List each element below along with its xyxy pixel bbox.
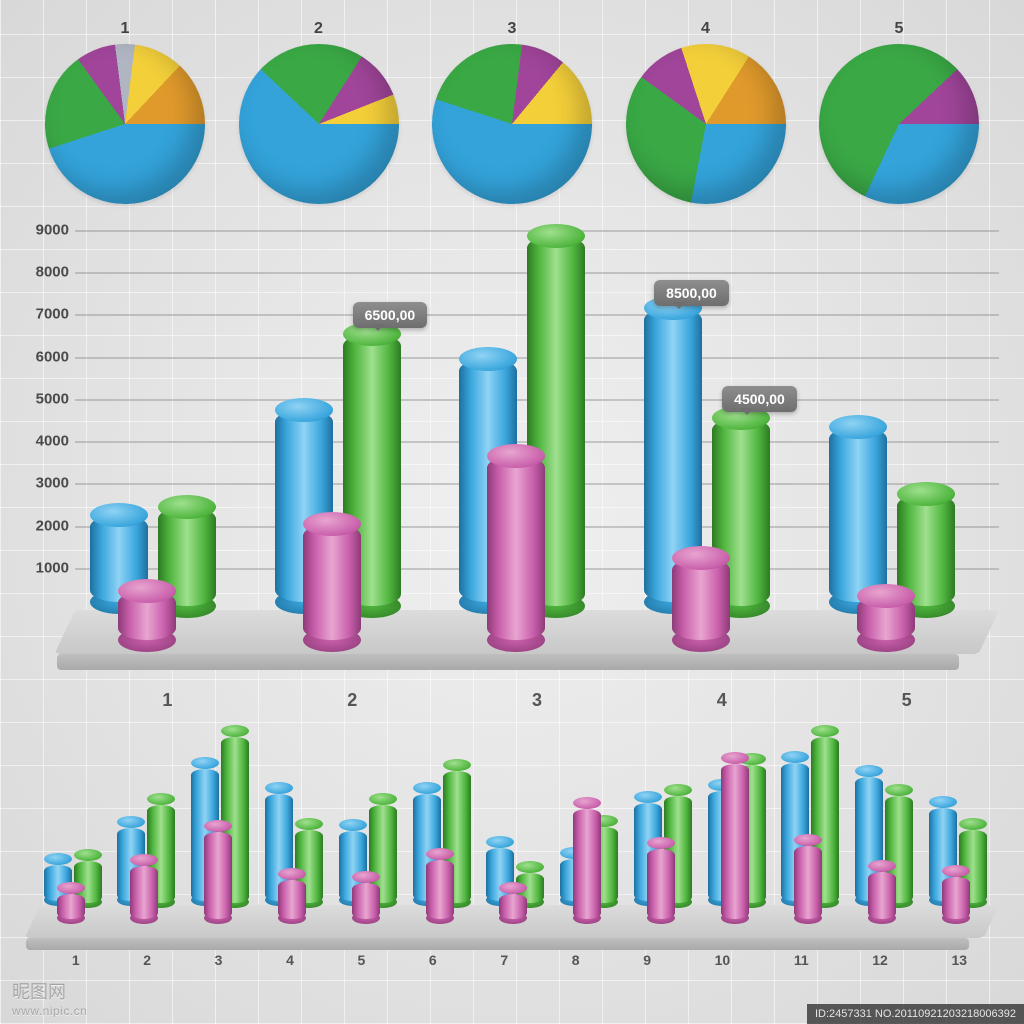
x-label: 5 — [902, 690, 912, 711]
x-label: 7 — [500, 952, 508, 968]
small-cylinder-chart: 12345678910111213 — [20, 730, 999, 970]
x-label: 5 — [358, 952, 366, 968]
x-label: 3 — [215, 952, 223, 968]
cylinder-pink — [499, 882, 527, 926]
watermark-right: ID:2457331 NO.20110921203218006392 — [807, 1004, 1024, 1024]
cylinder-pink — [857, 584, 915, 654]
x-label: 11 — [794, 952, 809, 968]
x-label: 10 — [715, 952, 731, 968]
y-tick: 6000 — [36, 348, 69, 365]
bar-groups — [75, 230, 999, 660]
x-label: 6 — [429, 952, 437, 968]
value-callout: 8500,00 — [654, 280, 729, 306]
watermark-left: 昵图网 www.nipic.cn — [12, 978, 87, 1018]
x-axis-labels: 1 2 3 4 5 — [75, 690, 999, 711]
pie-label: 3 — [427, 20, 597, 38]
cylinder-pink — [278, 868, 306, 926]
x-label: 4 — [286, 952, 294, 968]
x-label: 1 — [72, 952, 80, 968]
x-label: 2 — [347, 690, 357, 711]
cylinder-pink — [204, 820, 232, 926]
x-label: 8 — [572, 952, 580, 968]
pie-chart — [819, 44, 979, 204]
pie-5: 5 — [814, 20, 984, 200]
cylinder-pink — [426, 848, 454, 926]
pie-row: 1 2 3 4 5 — [40, 20, 984, 200]
pie-chart — [432, 44, 592, 204]
pie-chart — [45, 44, 205, 204]
y-tick: 2000 — [36, 517, 69, 534]
x-label: 13 — [951, 952, 967, 968]
x-label: 9 — [643, 952, 651, 968]
pie-1: 1 — [40, 20, 210, 200]
y-axis: 1000 2000 3000 4000 5000 6000 7000 8000 9000 — [20, 220, 75, 600]
y-tick: 1000 — [36, 559, 69, 576]
y-tick: 8000 — [36, 264, 69, 281]
x-label: 4 — [717, 690, 727, 711]
main-cylinder-chart: 100020003000400050006000700080009000 123… — [20, 220, 999, 700]
pie-chart — [626, 44, 786, 204]
pie-3: 3 — [427, 20, 597, 200]
pie-label: 2 — [234, 20, 404, 38]
y-tick: 5000 — [36, 390, 69, 407]
y-tick: 7000 — [36, 306, 69, 323]
cylinder-pink — [303, 512, 361, 654]
x-axis-labels-small: 12345678910111213 — [40, 952, 999, 968]
y-tick: 4000 — [36, 433, 69, 450]
cylinder-pink — [942, 865, 970, 926]
cylinder-pink — [647, 837, 675, 926]
pie-chart — [239, 44, 399, 204]
x-label: 1 — [162, 690, 172, 711]
x-label: 12 — [872, 952, 888, 968]
y-tick: 3000 — [36, 475, 69, 492]
x-label: 3 — [532, 690, 542, 711]
pie-label: 5 — [814, 20, 984, 38]
cylinder-pink — [352, 871, 380, 926]
pie-2: 2 — [234, 20, 404, 200]
value-callout: 4500,00 — [722, 386, 797, 412]
bar-groups-small — [40, 730, 999, 940]
watermark-brand: 昵图网 — [12, 982, 66, 1002]
cylinder-pink — [794, 834, 822, 926]
pie-label: 4 — [621, 20, 791, 38]
x-label: 2 — [143, 952, 151, 968]
cylinder-pink — [57, 882, 85, 926]
pie-4: 4 — [621, 20, 791, 200]
value-callout: 6500,00 — [353, 302, 428, 328]
cylinder-pink — [118, 579, 176, 654]
pie-label: 1 — [40, 20, 210, 38]
cylinder-pink — [672, 546, 730, 654]
y-tick: 9000 — [36, 222, 69, 239]
cylinder-pink — [130, 854, 158, 926]
cylinder-pink — [868, 860, 896, 927]
cylinder-pink — [721, 752, 749, 926]
cylinder-pink — [487, 444, 545, 654]
cylinder-pink — [573, 797, 601, 926]
watermark-url: www.nipic.cn — [12, 1004, 87, 1018]
